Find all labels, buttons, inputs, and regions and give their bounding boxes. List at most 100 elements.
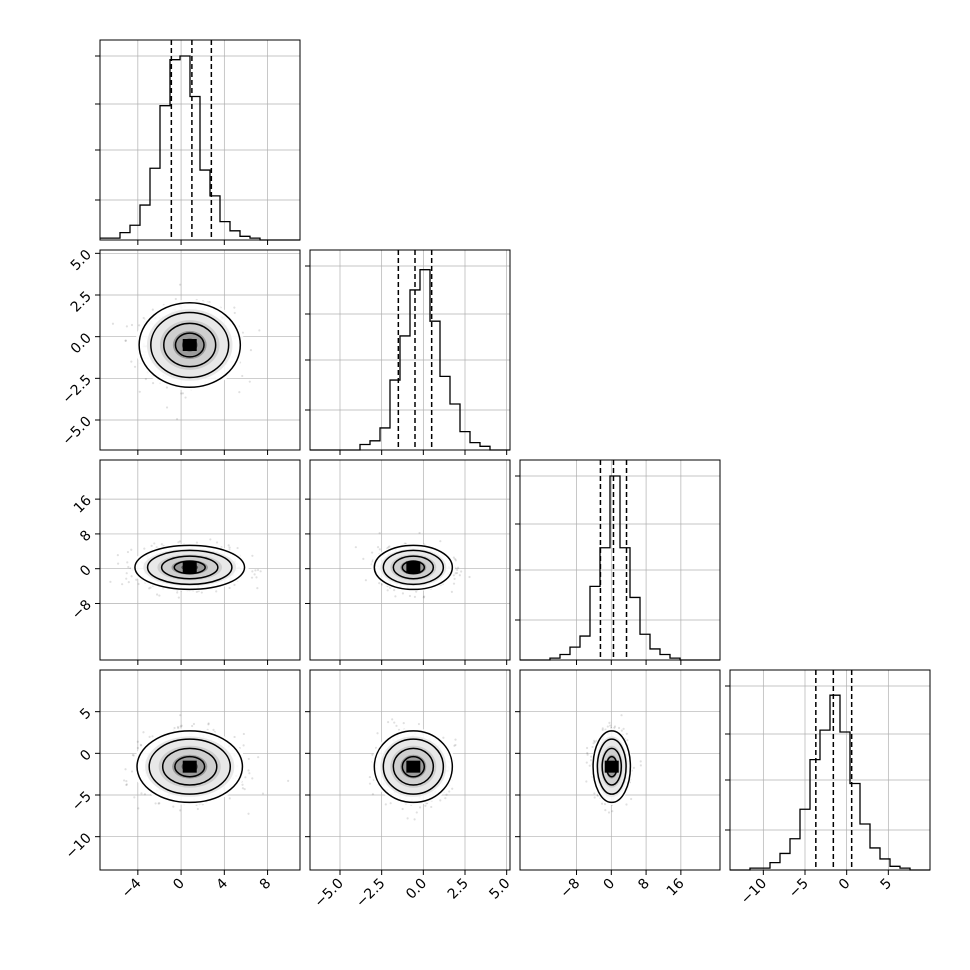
x-tick-label: −2.5 — [353, 876, 388, 911]
scatter-point — [242, 732, 245, 736]
scatter-point — [154, 802, 157, 805]
histogram-step-2 — [520, 475, 720, 661]
y-tick-label: 8 — [77, 527, 95, 545]
scatter-point — [109, 580, 112, 583]
scatter-point — [254, 569, 257, 572]
x-tick-label: 5 — [878, 876, 896, 894]
x-tick-label: −5.0 — [311, 876, 346, 911]
scatter-point — [215, 590, 218, 593]
panel-frame — [729, 669, 931, 871]
scatter-point — [178, 540, 182, 543]
x-tick-label: −5 — [786, 876, 812, 902]
x-tick-label: 4 — [214, 875, 232, 893]
scatter-point — [236, 546, 239, 550]
scatter-point — [450, 590, 453, 593]
scatter-point — [415, 811, 418, 814]
y-tick-label: 5.0 — [68, 247, 95, 274]
density-peak — [406, 561, 421, 574]
density-peak — [182, 339, 197, 351]
scatter-point — [215, 541, 219, 544]
scatter-point — [125, 325, 128, 328]
scatter-point — [124, 339, 127, 342]
scatter-point — [130, 575, 133, 578]
histogram-panel-0 — [95, 39, 301, 245]
scatter-point — [401, 592, 405, 595]
scatter-point — [384, 803, 387, 806]
contour-line — [174, 332, 205, 358]
pair-panel-1-3: −5.0 −2.5 0.0 2.5 5.0 — [305, 669, 513, 911]
scatter-point — [378, 582, 381, 585]
pair-panel-2-3: −8 0 8 16 — [515, 669, 721, 901]
scatter-point — [468, 575, 471, 579]
scatter-point — [401, 807, 404, 811]
scatter-point — [248, 380, 251, 383]
scatter-point — [391, 718, 394, 721]
scatter-point — [138, 390, 141, 393]
scatter-point — [395, 724, 398, 727]
x-tick-label: 8 — [257, 876, 275, 894]
scatter-point — [227, 544, 230, 547]
scatter-point — [172, 805, 175, 808]
scatter-point — [413, 818, 416, 821]
scatter-point — [233, 311, 236, 315]
scatter-point — [176, 591, 179, 594]
scatter-point — [131, 753, 134, 757]
y-tick-label: 0.0 — [68, 330, 95, 357]
histogram-panel-2 — [515, 459, 721, 665]
scatter-point — [418, 806, 422, 809]
y-tick-label: 0 — [77, 562, 95, 580]
scatter-point — [376, 732, 379, 735]
scatter-point — [155, 593, 159, 596]
panel-frame — [99, 39, 301, 241]
panel-frame — [519, 459, 721, 661]
scatter-point — [451, 787, 454, 790]
x-tick-label: 0 — [836, 876, 854, 894]
scatter-point — [125, 783, 128, 787]
scatter-point — [192, 722, 196, 726]
scatter-point — [139, 743, 142, 746]
scatter-point — [454, 738, 457, 741]
scatter-point — [177, 541, 180, 544]
scatter-point — [151, 382, 155, 385]
scatter-point — [439, 799, 442, 802]
scatter-point — [255, 576, 258, 579]
x-tick-label: 0.0 — [403, 876, 430, 903]
scatter-point — [413, 595, 417, 599]
scatter-point — [238, 391, 241, 394]
scatter-point — [362, 557, 365, 560]
scatter-point — [133, 796, 136, 799]
scatter-point — [130, 360, 133, 363]
contour-line — [163, 322, 217, 368]
scatter-point — [444, 797, 447, 800]
scatter-point — [424, 804, 427, 807]
scatter-point — [259, 570, 262, 573]
scatter-point — [174, 297, 177, 301]
scatter-point — [151, 735, 154, 738]
y-tick-label: −8 — [69, 597, 95, 623]
scatter-point — [422, 596, 425, 599]
scatter-point — [261, 792, 265, 795]
scatter-point — [251, 554, 254, 557]
scatter-point — [625, 803, 628, 806]
pair-panel-1-2 — [305, 459, 511, 665]
scatter-point — [452, 582, 456, 585]
scatter-point — [368, 775, 371, 779]
scatter-point — [228, 586, 231, 590]
scatter-point — [209, 538, 212, 541]
pair-panel-0-1: −5.0−2.50.02.55.0 — [59, 247, 301, 455]
scatter-point — [143, 547, 146, 550]
scatter-point — [180, 392, 183, 395]
x-tick-label: −4 — [119, 875, 145, 901]
scatter-point — [251, 777, 254, 780]
scatter-point — [632, 766, 636, 769]
scatter-point — [257, 756, 260, 759]
scatter-point — [242, 744, 245, 747]
y-tick-label: 16 — [71, 493, 95, 517]
scatter-point — [233, 306, 236, 309]
density-peak — [406, 760, 421, 773]
scatter-point — [191, 724, 194, 728]
scatter-point — [354, 546, 357, 549]
scatter-point — [228, 797, 231, 800]
scatter-point — [386, 589, 389, 592]
